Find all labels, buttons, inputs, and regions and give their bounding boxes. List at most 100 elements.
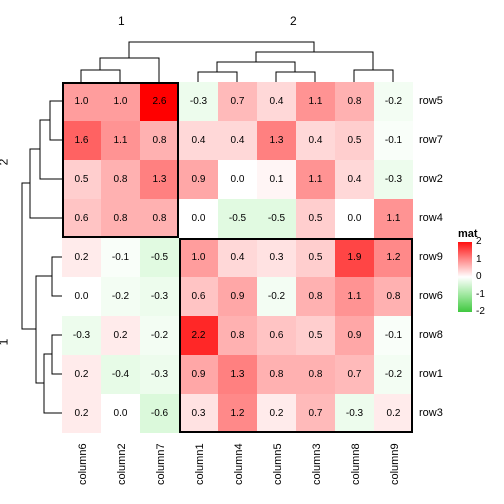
cell: 0.2 xyxy=(62,394,101,433)
cell: 0.1 xyxy=(257,160,296,199)
cell: 1.9 xyxy=(335,238,374,277)
cell: 0.5 xyxy=(335,121,374,160)
cell: 0.0 xyxy=(335,199,374,238)
col-label: column8 xyxy=(350,443,362,485)
cell: 0.6 xyxy=(257,316,296,355)
cell: 0.4 xyxy=(257,82,296,121)
cell: 0.5 xyxy=(296,238,335,277)
cell: 1.3 xyxy=(218,355,257,394)
col-dendrogram xyxy=(62,30,413,82)
cell: 0.2 xyxy=(62,355,101,394)
cell: -0.3 xyxy=(374,160,413,199)
cell: 0.0 xyxy=(62,277,101,316)
cell: -0.2 xyxy=(140,316,179,355)
cell: -0.1 xyxy=(374,316,413,355)
heatmap-container: { "type": "heatmap", "layout": { "grid_l… xyxy=(0,0,504,504)
cell: 0.9 xyxy=(179,160,218,199)
cell: 1.0 xyxy=(179,238,218,277)
cell: -0.2 xyxy=(374,355,413,394)
cell: -0.2 xyxy=(374,82,413,121)
cell: 2.6 xyxy=(140,82,179,121)
cell: -0.5 xyxy=(140,238,179,277)
row-label: row2 xyxy=(419,173,443,185)
legend-tick: 2 xyxy=(476,236,482,247)
cell: 0.4 xyxy=(296,121,335,160)
cell: -0.3 xyxy=(179,82,218,121)
cell: 0.8 xyxy=(218,316,257,355)
cell: 0.3 xyxy=(179,394,218,433)
cell: 0.8 xyxy=(101,199,140,238)
cell: 0.9 xyxy=(218,277,257,316)
row-label: row5 xyxy=(419,95,443,107)
legend-title: mat xyxy=(458,228,478,240)
legend-tick: -2 xyxy=(476,306,485,317)
cell: 0.2 xyxy=(101,316,140,355)
col-cluster-label-2: 2 xyxy=(290,14,297,28)
row-label: row4 xyxy=(419,212,443,224)
cell: 0.4 xyxy=(179,121,218,160)
cell: -0.6 xyxy=(140,394,179,433)
legend-tick: -1 xyxy=(476,289,485,300)
cell: 1.0 xyxy=(62,82,101,121)
cell: 1.1 xyxy=(296,82,335,121)
cell: 0.0 xyxy=(218,160,257,199)
cell: -0.5 xyxy=(218,199,257,238)
cell: 1.3 xyxy=(257,121,296,160)
cell: 1.1 xyxy=(335,277,374,316)
cell: -0.2 xyxy=(101,277,140,316)
cell: 1.6 xyxy=(62,121,101,160)
cell: 0.5 xyxy=(296,199,335,238)
cell: 1.3 xyxy=(140,160,179,199)
col-label: column2 xyxy=(116,443,128,485)
cell: 1.1 xyxy=(296,160,335,199)
row-label: row3 xyxy=(419,407,443,419)
cell: 0.3 xyxy=(257,238,296,277)
cell: 1.2 xyxy=(218,394,257,433)
cell: 0.4 xyxy=(335,160,374,199)
cell: 2.2 xyxy=(179,316,218,355)
row-cluster-label-1: 1 xyxy=(0,339,10,346)
cell: 0.8 xyxy=(140,199,179,238)
cell: 1.2 xyxy=(374,238,413,277)
cell: 0.7 xyxy=(335,355,374,394)
cell: 0.8 xyxy=(140,121,179,160)
cell: 0.2 xyxy=(62,238,101,277)
cell: 0.2 xyxy=(257,394,296,433)
cell: 0.5 xyxy=(296,316,335,355)
row-label: row1 xyxy=(419,368,443,380)
cell: 1.1 xyxy=(374,199,413,238)
cell: 0.7 xyxy=(218,82,257,121)
col-label: column5 xyxy=(272,443,284,485)
cell: -0.1 xyxy=(374,121,413,160)
cell: 0.0 xyxy=(101,394,140,433)
cell: -0.2 xyxy=(257,277,296,316)
cell: 0.0 xyxy=(179,199,218,238)
cell: 0.6 xyxy=(62,199,101,238)
cell: -0.4 xyxy=(101,355,140,394)
cell: 0.8 xyxy=(101,160,140,199)
cell: 0.8 xyxy=(335,82,374,121)
cell: 0.9 xyxy=(179,355,218,394)
row-label: row7 xyxy=(419,134,443,146)
legend-colorbar xyxy=(458,242,472,312)
cell: -0.3 xyxy=(335,394,374,433)
col-label: column9 xyxy=(389,443,401,485)
cell: -0.3 xyxy=(62,316,101,355)
legend-tick: 0 xyxy=(476,271,482,282)
cell: 0.7 xyxy=(296,394,335,433)
row-label: row8 xyxy=(419,329,443,341)
cell: 0.9 xyxy=(335,316,374,355)
cell: 0.5 xyxy=(62,160,101,199)
cell: -0.5 xyxy=(257,199,296,238)
col-label: column3 xyxy=(311,443,323,485)
cell: 0.8 xyxy=(374,277,413,316)
row-label: row9 xyxy=(419,251,443,263)
col-label: column4 xyxy=(233,443,245,485)
cell: 0.8 xyxy=(257,355,296,394)
cell: 0.2 xyxy=(374,394,413,433)
cell: 0.8 xyxy=(296,277,335,316)
legend-tick: 1 xyxy=(476,254,482,265)
col-label: column6 xyxy=(77,443,89,485)
cell: -0.3 xyxy=(140,355,179,394)
cell: -0.3 xyxy=(140,277,179,316)
